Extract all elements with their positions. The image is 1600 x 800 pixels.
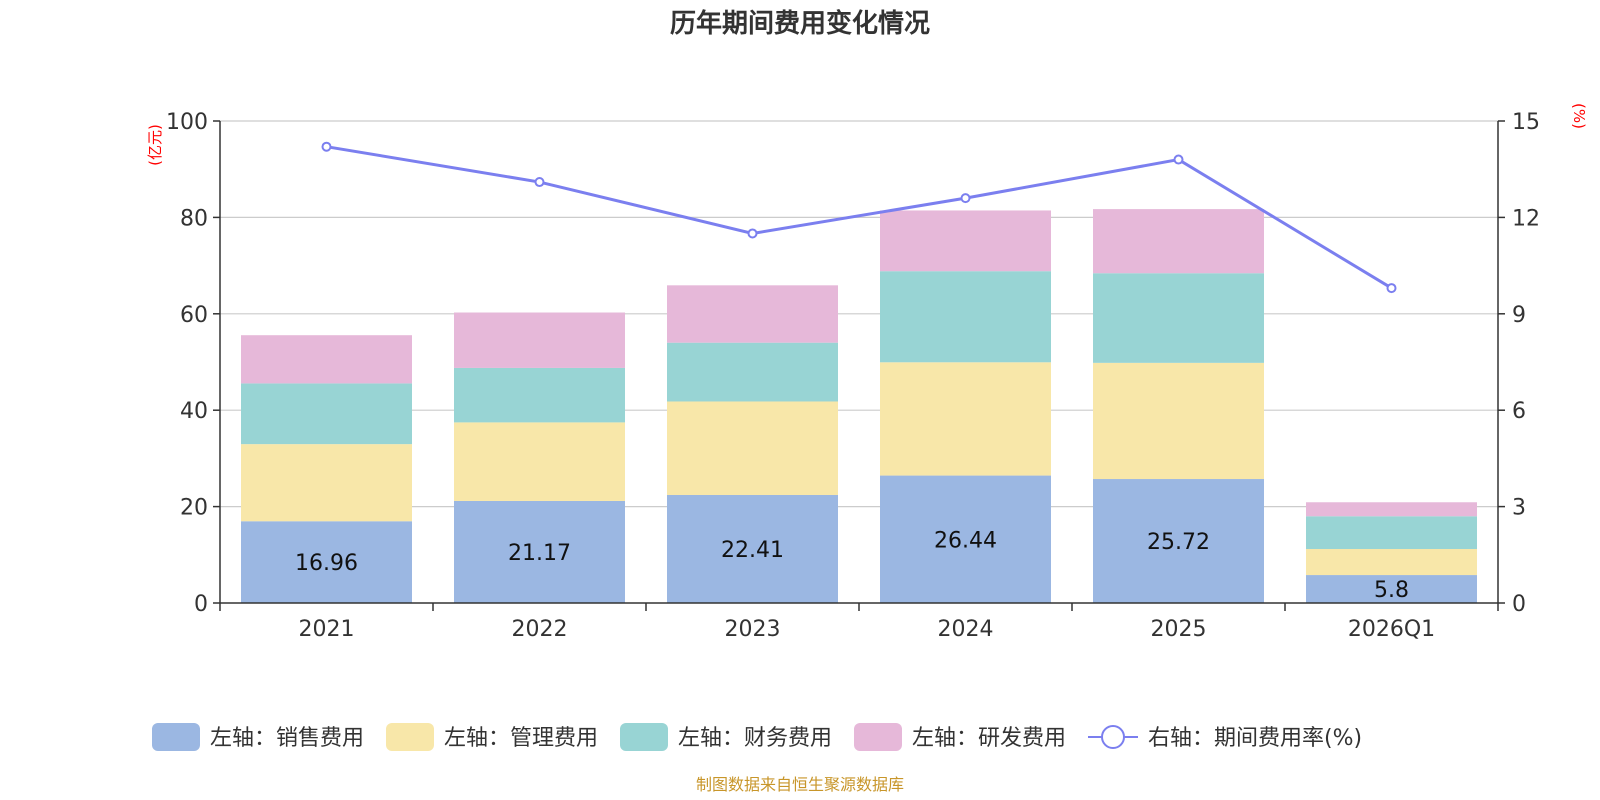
bar-data-label: 21.17 — [508, 541, 571, 566]
x-tick-label: 2026Q1 — [1348, 617, 1435, 642]
bar-segment-4-2022 — [454, 312, 625, 368]
right-tick-label: 15 — [1512, 110, 1540, 135]
right-tick-label: 12 — [1512, 206, 1540, 231]
legend-item-2[interactable]: 左轴：管理费用 — [386, 723, 598, 751]
rate-point — [1386, 283, 1397, 294]
legend-item-1[interactable]: 左轴：销售费用 — [152, 723, 364, 751]
x-tick-label: 2023 — [725, 617, 781, 642]
legend-label: 左轴：财务费用 — [678, 726, 832, 751]
bar-segment-2-2023 — [667, 401, 838, 495]
bar-segment-3-2025 — [1093, 273, 1264, 363]
chart-title: 历年期间费用变化情况 — [670, 8, 930, 39]
bar-segment-2-2025 — [1093, 362, 1264, 480]
left-tick-label: 0 — [194, 592, 208, 617]
bar-segment-4-2026Q1 — [1306, 502, 1477, 517]
right-tick-label: 3 — [1512, 496, 1526, 521]
left-axis-unit: (亿元) — [146, 124, 164, 166]
bar-segment-3-2026Q1 — [1306, 516, 1477, 550]
rate-point — [960, 193, 971, 204]
bar-segment-4-2021 — [241, 335, 412, 384]
legend-swatch — [854, 723, 902, 751]
bar-data-label: 16.96 — [295, 551, 358, 576]
left-tick-label: 20 — [180, 496, 208, 521]
bar-segment-1-2024 — [880, 475, 1051, 603]
bar-segment-2-2026Q1 — [1306, 549, 1477, 576]
legend: 左轴：销售费用 左轴：管理费用 左轴：财务费用 左轴：研发费用 右轴：期间费用率(%) — [152, 723, 1362, 751]
bar-segment-3-2021 — [241, 383, 412, 445]
bar-segment-1-2025 — [1093, 479, 1264, 603]
x-tick-label: 2021 — [299, 617, 355, 642]
rate-line — [321, 141, 1397, 294]
bar-segment-1-2026Q1 — [1306, 575, 1477, 603]
grid — [220, 120, 1498, 508]
left-tick-label: 40 — [180, 399, 208, 424]
bar-segment-2-2024 — [880, 362, 1051, 476]
legend-swatch — [386, 723, 434, 751]
right-tick-label: 9 — [1512, 303, 1526, 328]
left-tick-label: 80 — [180, 206, 208, 231]
legend-item-5[interactable]: 右轴：期间费用率(%) — [1088, 725, 1362, 751]
legend-item-4[interactable]: 左轴：研发费用 — [854, 723, 1066, 751]
source-note: 制图数据来自恒生聚源数据库 — [696, 775, 904, 794]
left-tick-label: 60 — [180, 303, 208, 328]
rate-point — [1173, 154, 1184, 165]
legend-label: 右轴：期间费用率(%) — [1148, 726, 1362, 751]
bar-segment-4-2024 — [880, 210, 1051, 272]
right-tick-label: 0 — [1512, 592, 1526, 617]
rate-point — [747, 228, 758, 239]
legend-label: 左轴：销售费用 — [210, 726, 364, 751]
legend-swatch — [620, 723, 668, 751]
legend-item-3[interactable]: 左轴：财务费用 — [620, 723, 832, 751]
bar-segment-2-2021 — [241, 444, 412, 522]
legend-label: 左轴：研发费用 — [912, 726, 1066, 751]
bars — [241, 209, 1477, 603]
rate-point — [534, 177, 545, 188]
bar-segment-4-2025 — [1093, 209, 1264, 274]
bar-data-label: 25.72 — [1147, 530, 1210, 555]
bar-data-label: 22.41 — [721, 538, 784, 563]
bar-segment-3-2023 — [667, 342, 838, 402]
left-tick-label: 100 — [166, 110, 208, 135]
bar-segment-4-2023 — [667, 285, 838, 343]
rate-line-path — [326, 145, 1393, 290]
legend-label: 左轴：管理费用 — [444, 726, 598, 751]
bar-segment-3-2022 — [454, 367, 625, 423]
rate-point — [321, 141, 332, 152]
x-tick-label: 2024 — [938, 617, 994, 642]
x-tick-label: 2025 — [1151, 617, 1207, 642]
legend-swatch — [152, 723, 200, 751]
bar-segment-1-2023 — [667, 494, 838, 603]
x-tick-label: 2022 — [512, 617, 568, 642]
bar-segment-1-2022 — [454, 500, 625, 603]
bar-data-label: 5.8 — [1374, 578, 1409, 603]
legend-marker — [1101, 725, 1125, 749]
bar-segment-1-2021 — [241, 521, 412, 603]
right-axis-unit: (%) — [1570, 103, 1588, 129]
axes: 0 20 40 60 80 100 0 3 6 9 12 15 2021 2022 2023 2024 2025… — [166, 110, 1540, 642]
bar-segment-2-2022 — [454, 422, 625, 501]
right-tick-label: 6 — [1512, 399, 1526, 424]
bar-data-label: 26.44 — [934, 528, 997, 553]
bar-segment-3-2024 — [880, 271, 1051, 363]
bar-labels: 16.96 21.17 22.41 26.44 25.72 5.8 — [295, 528, 1409, 603]
